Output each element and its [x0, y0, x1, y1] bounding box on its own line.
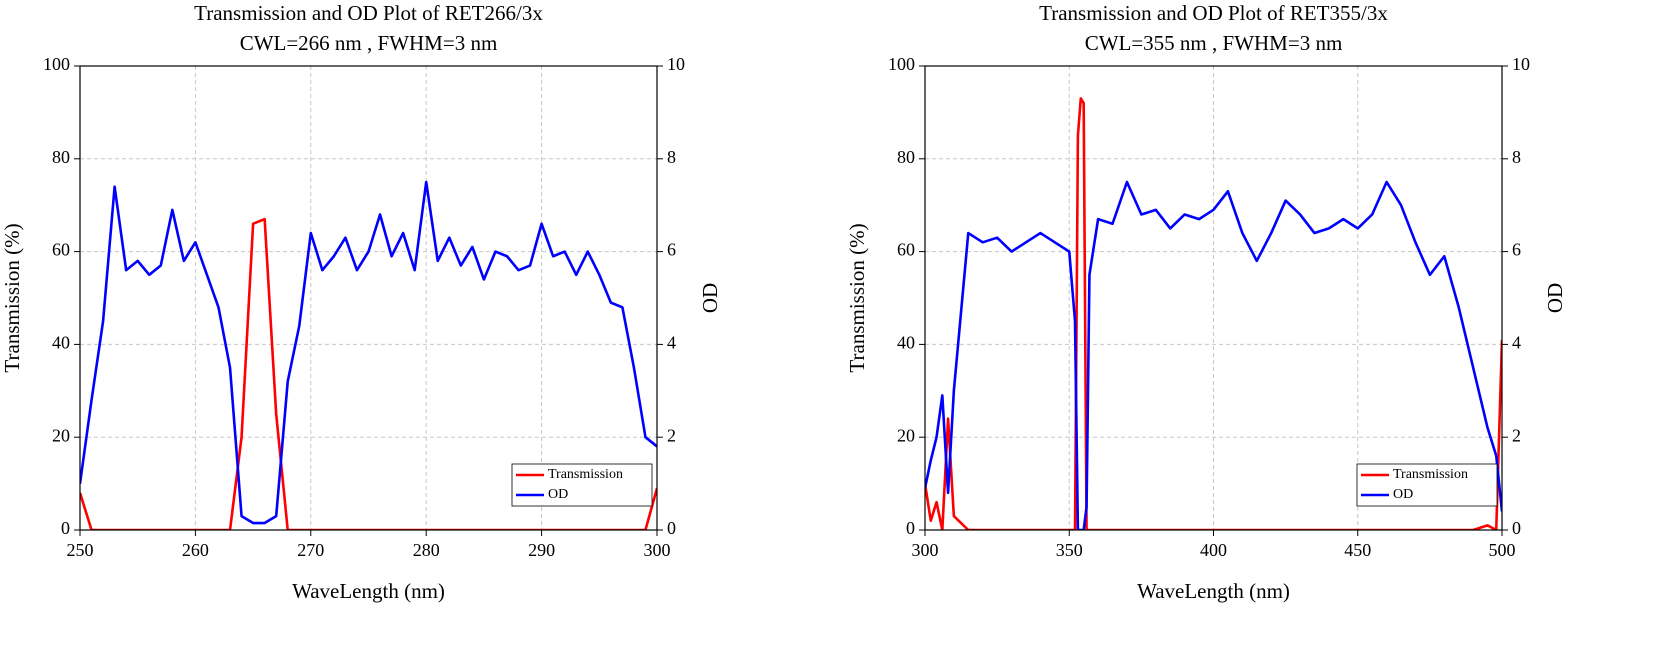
x-axis-label: WaveLength (nm) — [1137, 579, 1290, 603]
chart-subtitle: CWL=355 nm , FWHM=3 nm — [1085, 31, 1343, 55]
legend-label: OD — [1393, 487, 1413, 502]
y2-tick-label: 0 — [667, 518, 676, 538]
x-tick-label: 300 — [912, 540, 939, 560]
chart-title: Transmission and OD Plot of RET355/3x — [1039, 1, 1388, 25]
y2-tick-label: 0 — [1512, 518, 1521, 538]
y2-tick-label: 6 — [1512, 240, 1521, 260]
y2-tick-label: 8 — [667, 147, 676, 167]
x-tick-label: 450 — [1344, 540, 1371, 560]
y2-tick-label: 2 — [667, 425, 676, 445]
y-tick-label: 40 — [52, 333, 70, 353]
chart-subtitle: CWL=266 nm , FWHM=3 nm — [240, 31, 498, 55]
y-tick-label: 60 — [52, 240, 70, 260]
y-tick-label: 80 — [897, 147, 915, 167]
y-tick-label: 20 — [52, 425, 70, 445]
x-tick-label: 500 — [1489, 540, 1516, 560]
y-tick-label: 40 — [897, 333, 915, 353]
legend-label: Transmission — [1393, 467, 1468, 482]
legend-box — [1356, 463, 1498, 507]
x-axis-label: WaveLength (nm) — [292, 579, 445, 603]
y-tick-label: 20 — [897, 425, 915, 445]
x-tick-label: 300 — [644, 540, 671, 560]
y2-tick-label: 2 — [1512, 425, 1521, 445]
y2-tick-label: 4 — [667, 333, 676, 353]
series-line — [925, 180, 1502, 530]
legend-label: OD — [548, 487, 568, 502]
y2-tick-label: 4 — [1512, 333, 1521, 353]
chart: Transmission and OD Plot of RET266/3x CWL… — [0, 1, 722, 603]
series-line — [80, 180, 657, 525]
plot-frame — [79, 65, 658, 531]
x-tick-label: 270 — [297, 540, 324, 560]
y-tick-label: 100 — [888, 54, 915, 74]
x-tick-label: 260 — [182, 540, 209, 560]
y-tick-label: 80 — [52, 147, 70, 167]
y-axis-label: Transmission (%) — [0, 223, 24, 372]
y2-tick-label: 10 — [667, 54, 685, 74]
legend-box — [511, 463, 653, 507]
x-tick-label: 290 — [528, 540, 555, 560]
legend-label: Transmission — [548, 467, 623, 482]
y2-tick-label: 8 — [1512, 147, 1521, 167]
x-tick-label: 350 — [1056, 540, 1083, 560]
plot-frame — [924, 65, 1503, 531]
x-tick-label: 250 — [67, 540, 94, 560]
y2-axis-label: OD — [1543, 283, 1567, 313]
x-tick-label: 280 — [413, 540, 440, 560]
y2-tick-label: 10 — [1512, 54, 1530, 74]
y2-tick-label: 6 — [667, 240, 676, 260]
y-tick-label: 100 — [43, 54, 70, 74]
y2-axis-label: OD — [698, 283, 722, 313]
chart: Transmission and OD Plot of RET355/3x CWL… — [845, 1, 1567, 603]
y-tick-label: 60 — [897, 240, 915, 260]
chart-title: Transmission and OD Plot of RET266/3x — [194, 1, 543, 25]
x-tick-label: 400 — [1200, 540, 1227, 560]
y-axis-label: Transmission (%) — [845, 223, 869, 372]
y-tick-label: 0 — [906, 518, 915, 538]
y-tick-label: 0 — [61, 518, 70, 538]
